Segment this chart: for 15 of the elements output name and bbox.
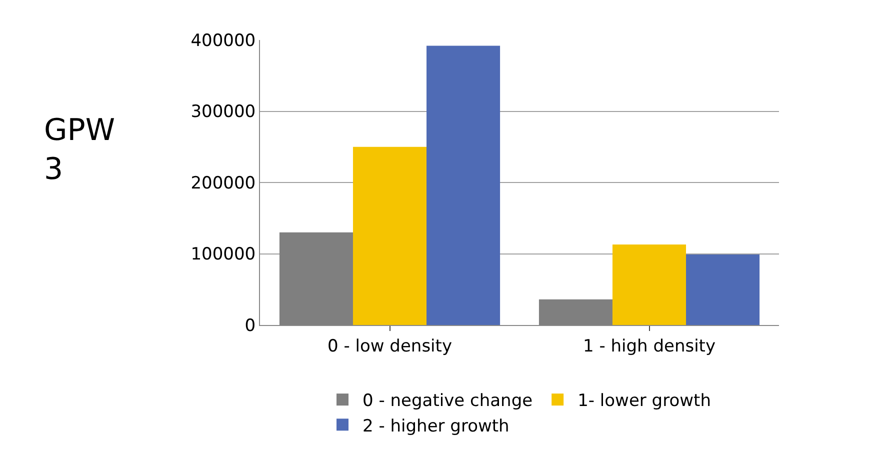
bar xyxy=(686,254,760,325)
x-tick-label: 0 - low density xyxy=(327,336,452,356)
y-tick-label: 0 xyxy=(244,316,256,336)
legend-label: 0 - negative change xyxy=(362,391,533,412)
y-axis-title: GPW 3 xyxy=(44,113,116,187)
bar xyxy=(426,46,500,325)
y-tick-label: 300000 xyxy=(190,102,256,122)
y-tick-label: 200000 xyxy=(190,173,256,194)
y-tick-label: 400000 xyxy=(190,30,256,51)
x-tick-label: 1 - high density xyxy=(582,336,716,356)
y-tick-label: 100000 xyxy=(190,244,256,265)
legend-label: 2 - higher growth xyxy=(362,416,510,436)
bar xyxy=(352,146,427,325)
bar xyxy=(612,244,686,325)
legend-label: 1- lower growth xyxy=(578,391,711,412)
